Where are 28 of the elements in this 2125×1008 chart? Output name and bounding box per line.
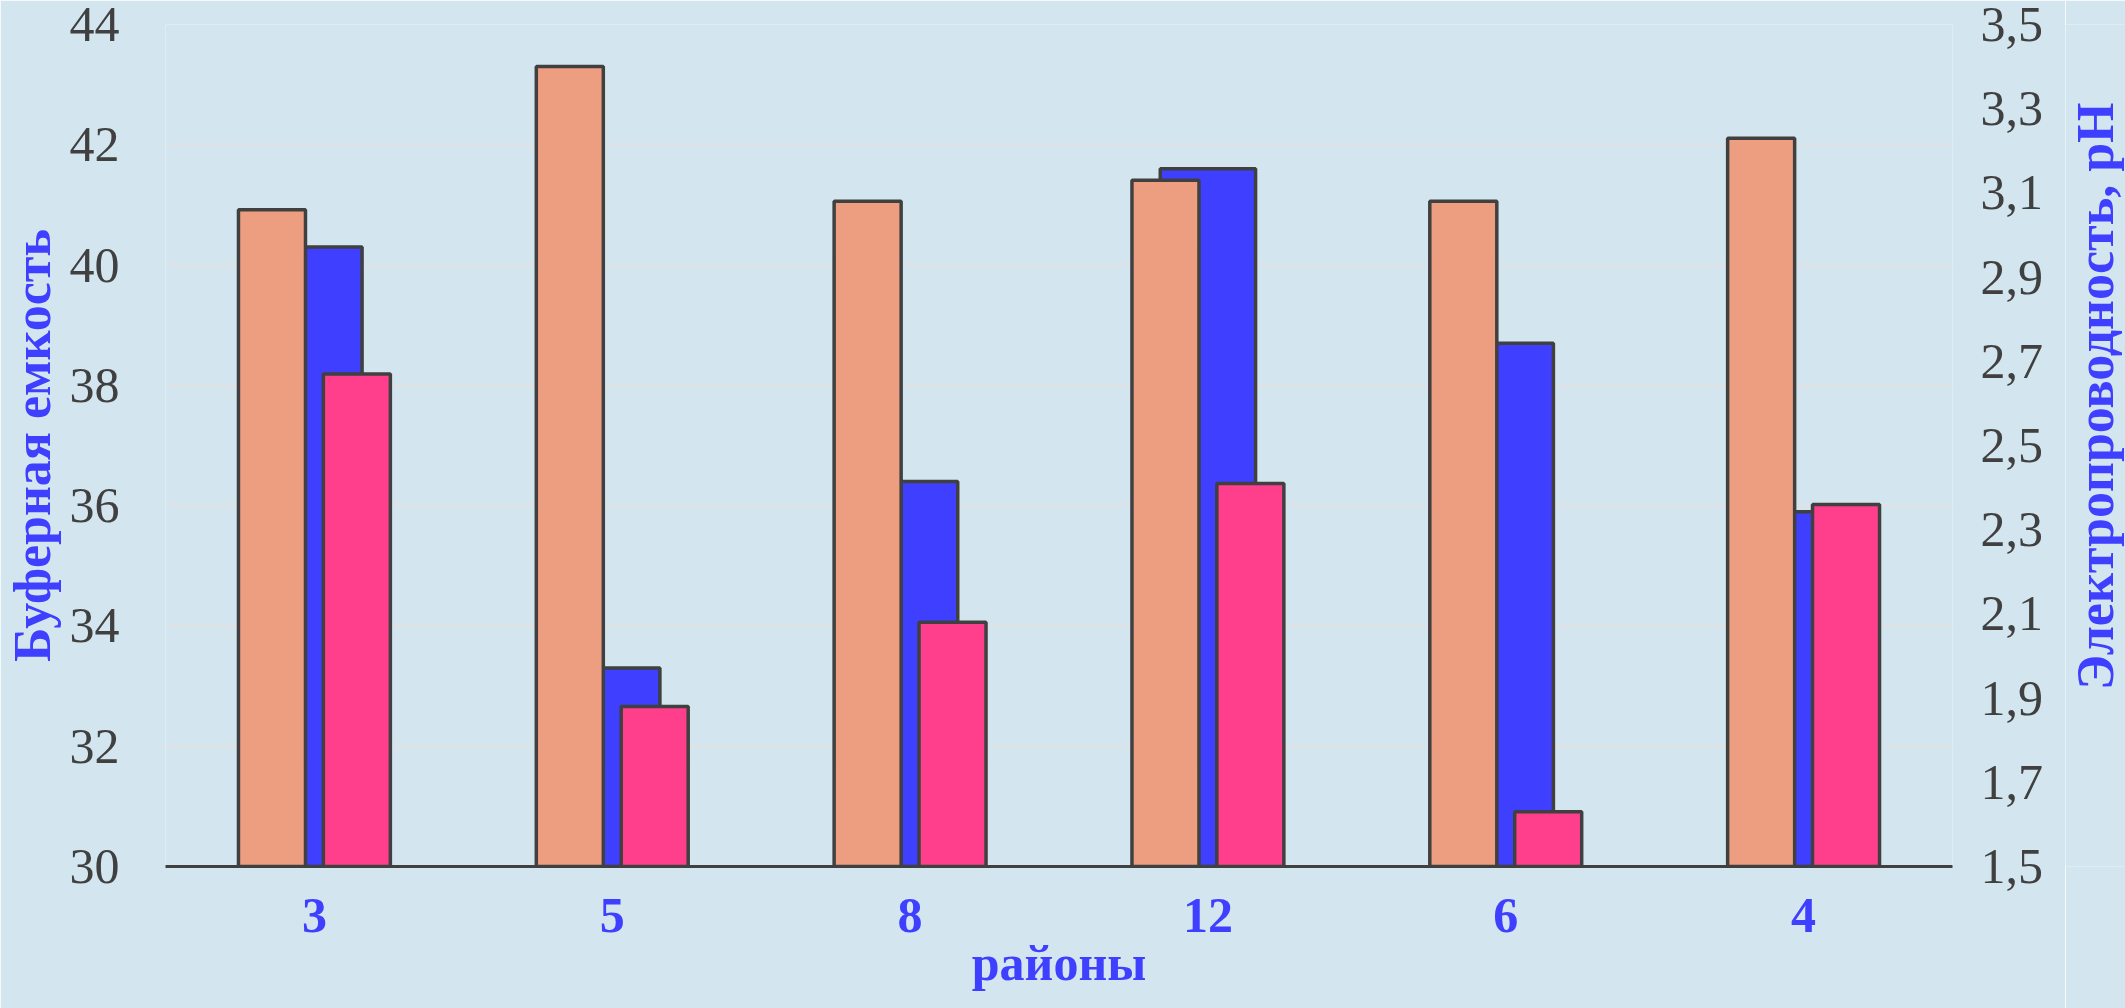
x-tick-label: 4 [1791,886,1817,943]
y-tick-label: 44 [69,0,120,52]
x-axis-title: районы [971,934,1147,991]
y2-tick-label: 1,7 [1980,753,2043,810]
y2-tick-label: 2,3 [1980,501,2043,558]
y2-tick-label: 3,3 [1980,80,2043,137]
y-tick-label: 38 [69,356,120,413]
x-tick-label: 8 [897,886,923,943]
y2-tick-label: 2,5 [1980,417,2043,473]
y-tick-label: 40 [69,236,120,293]
x-tick-label: 5 [599,886,625,943]
y2-tick-label: 2,7 [1980,332,2043,389]
y2-tick-label: 3,1 [1980,164,2043,221]
y2-tick-label: 3,5 [1980,0,2043,52]
y2-tick-label: 2,1 [1980,585,2043,642]
x-tick-label: 6 [1493,886,1519,943]
y2-tick-label: 2,9 [1980,248,2043,305]
x-tick-label: 12 [1182,886,1233,943]
y2-axis-title: Электропроводность, pH [2067,102,2124,690]
y-tick-label: 30 [69,838,120,894]
y-tick-label: 42 [69,116,120,173]
y-tick-label: 32 [69,717,120,774]
x-tick-label: 3 [301,886,327,943]
y-tick-label: 34 [69,597,120,654]
y2-tick-label: 1,9 [1980,669,2043,726]
y-axis-title: Буферная емкость [3,229,61,662]
y2-tick-label: 1,5 [1980,838,2043,894]
y-tick-label: 36 [69,477,120,534]
